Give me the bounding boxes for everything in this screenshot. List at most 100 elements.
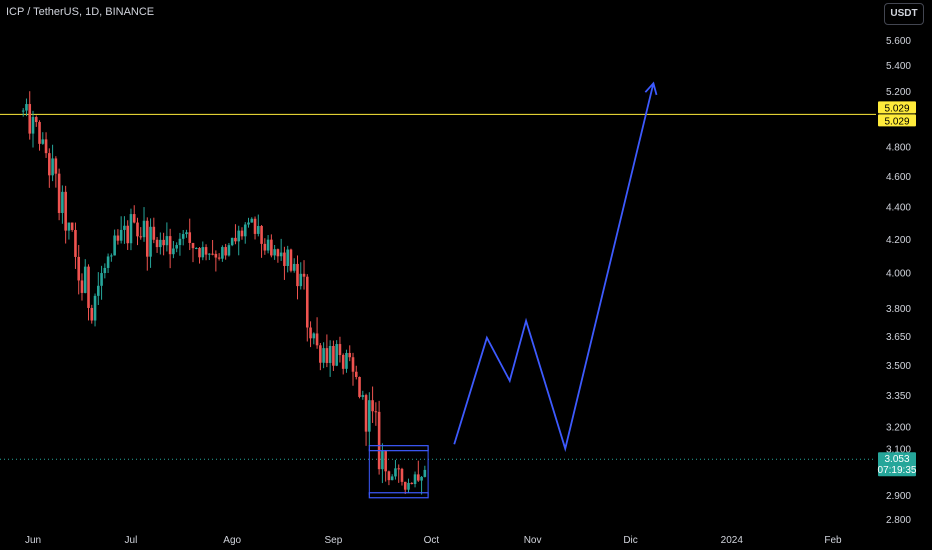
x-tick-label: Nov	[524, 535, 542, 546]
y-tick-label: 4.000	[886, 269, 911, 280]
candle-body	[302, 273, 306, 277]
candle-body	[227, 245, 231, 256]
candle-body	[34, 117, 38, 123]
candle-body	[188, 232, 192, 243]
candle-body	[338, 344, 342, 355]
projection-path	[453, 83, 655, 453]
candle-body	[413, 474, 417, 484]
candle-body	[90, 307, 94, 321]
candle-body	[201, 247, 205, 258]
candle-body	[214, 253, 218, 258]
candle-body	[348, 352, 352, 358]
x-tick-label: Jun	[25, 535, 41, 546]
x-tick-label: Feb	[824, 535, 842, 546]
candle-body	[103, 267, 107, 274]
candle-body	[31, 117, 35, 134]
candle-body	[263, 243, 267, 251]
candle-body	[243, 224, 247, 237]
candle-body	[48, 153, 51, 176]
candle-body	[410, 482, 414, 484]
candle-body	[230, 237, 234, 246]
candle-body	[204, 247, 208, 255]
candle-body	[394, 468, 397, 477]
candle-body	[51, 158, 54, 176]
candle-body	[175, 245, 178, 249]
candle-body	[116, 235, 120, 241]
chart-title: ICP / TetherUS, 1D, BINANCE	[6, 6, 155, 18]
candle-body	[309, 327, 312, 339]
candle-body	[57, 173, 61, 213]
candle-body	[328, 345, 332, 363]
x-tick-label: 2024	[721, 535, 744, 546]
currency-button[interactable]: USDT	[884, 3, 924, 25]
level-price-tag-2-text: 5.029	[884, 116, 909, 127]
candle-body	[155, 239, 159, 248]
candle-body	[152, 226, 156, 240]
candle-body	[113, 235, 116, 256]
candle-body	[292, 263, 296, 271]
candle-body	[21, 110, 25, 112]
range-box-bottom	[368, 492, 429, 499]
y-tick-label: 3.350	[886, 391, 911, 402]
y-tick-label: 4.800	[886, 143, 911, 154]
candle-body	[191, 242, 195, 249]
candle-body	[142, 220, 146, 238]
candle-body	[162, 239, 165, 246]
candle-body	[28, 104, 32, 134]
y-tick-label: 4.600	[886, 172, 911, 183]
candle-body	[335, 344, 338, 366]
candle-body	[354, 371, 358, 377]
x-tick-label: Ago	[223, 535, 241, 546]
candle-body	[423, 469, 427, 477]
y-tick-label: 3.100	[886, 445, 911, 456]
candle-body	[139, 236, 143, 238]
candle-body	[312, 333, 316, 339]
candle-body	[61, 191, 64, 213]
candle-body	[381, 450, 384, 470]
candle-body	[237, 230, 241, 242]
candle-body	[289, 249, 293, 271]
candle-body	[97, 285, 100, 296]
y-tick-label: 3.800	[886, 304, 911, 315]
candle-body	[149, 226, 152, 257]
candle-body	[67, 222, 71, 231]
x-tick-label: Dic	[623, 535, 637, 546]
candle-body	[387, 471, 391, 481]
candle-body	[358, 376, 361, 397]
candle-body	[270, 239, 273, 256]
y-tick-label: 4.400	[886, 203, 911, 214]
candle-body	[70, 222, 74, 230]
candle-body	[234, 237, 237, 242]
candle-body	[332, 345, 335, 366]
candle-body	[266, 239, 270, 251]
candle-body	[221, 247, 224, 259]
y-tick-label: 5.400	[886, 61, 911, 72]
candle-body	[106, 256, 110, 268]
candle-body	[194, 247, 198, 249]
candle-body	[110, 255, 113, 257]
candle-body	[283, 252, 286, 266]
candle-body	[400, 468, 404, 482]
candle-body	[315, 333, 319, 346]
current-price-tag	[878, 452, 916, 477]
candle-body	[123, 225, 126, 230]
candle-body	[87, 266, 90, 308]
candle-body	[364, 395, 368, 432]
current-price-tag-text: 07:19:35	[878, 465, 917, 476]
candle-body	[44, 139, 48, 154]
x-tick-label: Jul	[125, 535, 138, 546]
y-tick-label: 2.800	[886, 515, 911, 526]
candle-body	[217, 257, 221, 259]
x-tick-label: Oct	[424, 535, 440, 546]
candle-body	[397, 468, 401, 470]
candle-body	[296, 263, 299, 287]
y-tick-label: 5.200	[886, 87, 911, 98]
candle-body	[351, 357, 355, 372]
candle-body	[390, 476, 394, 481]
candle-body	[64, 191, 67, 231]
candle-body	[247, 222, 250, 225]
candle-body	[276, 249, 280, 257]
candle-body	[299, 273, 303, 287]
candle-body	[407, 482, 410, 490]
